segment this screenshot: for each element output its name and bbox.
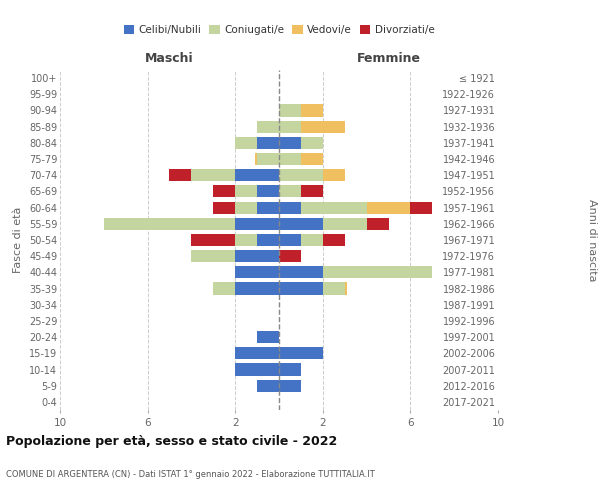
Bar bbox=[235, 218, 279, 230]
Bar bbox=[279, 234, 301, 246]
Bar bbox=[257, 137, 279, 149]
Bar bbox=[323, 282, 344, 294]
Bar bbox=[279, 348, 323, 360]
Bar bbox=[257, 153, 279, 165]
Bar bbox=[279, 250, 301, 262]
Bar bbox=[257, 380, 279, 392]
Text: Anni di nascita: Anni di nascita bbox=[587, 198, 597, 281]
Bar bbox=[279, 120, 301, 132]
Bar bbox=[235, 234, 257, 246]
Bar bbox=[235, 250, 279, 262]
Bar bbox=[257, 202, 279, 213]
Bar bbox=[301, 153, 323, 165]
Bar bbox=[235, 169, 279, 181]
Bar bbox=[279, 202, 301, 213]
Bar bbox=[301, 104, 323, 117]
Bar bbox=[367, 202, 410, 213]
Bar bbox=[301, 137, 323, 149]
Bar bbox=[235, 364, 279, 376]
Bar bbox=[301, 120, 344, 132]
Bar bbox=[323, 169, 344, 181]
Bar bbox=[279, 364, 301, 376]
Bar bbox=[104, 218, 235, 230]
Bar bbox=[169, 169, 191, 181]
Bar bbox=[279, 169, 323, 181]
Bar bbox=[235, 266, 279, 278]
Bar bbox=[191, 234, 235, 246]
Bar bbox=[191, 250, 235, 262]
Bar bbox=[279, 137, 301, 149]
Bar bbox=[214, 202, 235, 213]
Bar bbox=[257, 120, 279, 132]
Bar bbox=[279, 186, 301, 198]
Bar bbox=[323, 218, 367, 230]
Bar bbox=[279, 380, 301, 392]
Bar bbox=[191, 169, 235, 181]
Bar bbox=[255, 153, 257, 165]
Bar bbox=[214, 282, 235, 294]
Bar bbox=[301, 234, 323, 246]
Bar bbox=[235, 348, 279, 360]
Text: COMUNE DI ARGENTERA (CN) - Dati ISTAT 1° gennaio 2022 - Elaborazione TUTTITALIA.: COMUNE DI ARGENTERA (CN) - Dati ISTAT 1°… bbox=[6, 470, 375, 479]
Bar bbox=[257, 186, 279, 198]
Bar bbox=[279, 104, 301, 117]
Y-axis label: Fasce di età: Fasce di età bbox=[13, 207, 23, 273]
Bar bbox=[344, 282, 347, 294]
Bar bbox=[279, 266, 323, 278]
Text: Maschi: Maschi bbox=[145, 52, 194, 65]
Bar bbox=[323, 234, 344, 246]
Bar bbox=[410, 202, 432, 213]
Text: Femmine: Femmine bbox=[356, 52, 421, 65]
Legend: Celibi/Nubili, Coniugati/e, Vedovi/e, Divorziati/e: Celibi/Nubili, Coniugati/e, Vedovi/e, Di… bbox=[119, 21, 439, 39]
Bar bbox=[279, 282, 323, 294]
Bar bbox=[301, 186, 323, 198]
Bar bbox=[367, 218, 389, 230]
Bar bbox=[235, 202, 257, 213]
Bar bbox=[214, 186, 235, 198]
Bar bbox=[257, 331, 279, 343]
Bar bbox=[257, 234, 279, 246]
Bar bbox=[279, 218, 323, 230]
Bar bbox=[301, 202, 367, 213]
Bar bbox=[235, 282, 279, 294]
Bar bbox=[235, 186, 257, 198]
Bar bbox=[323, 266, 432, 278]
Bar bbox=[235, 137, 257, 149]
Text: Popolazione per età, sesso e stato civile - 2022: Popolazione per età, sesso e stato civil… bbox=[6, 435, 337, 448]
Bar bbox=[279, 153, 301, 165]
